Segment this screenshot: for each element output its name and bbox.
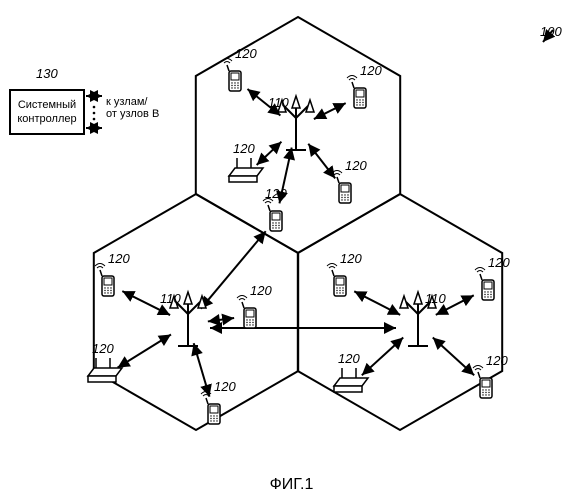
link-arrow [308,144,335,179]
phone-icon [222,59,241,92]
link-arrow [118,335,171,368]
controller-box [10,90,84,134]
device-label: 120 [340,251,362,266]
device-label: 120 [265,186,287,201]
ellipsis-dot [93,118,96,121]
link-arrow [354,291,400,315]
device-label: 120 [92,341,114,356]
device-label: 120 [360,63,382,78]
phone-icon [237,296,256,329]
device-label: 120 [214,379,236,394]
device-label: 120 [338,351,360,366]
figure-caption: ФИГ.1 [0,476,583,494]
base-station-label: 110 [268,95,289,110]
device-label: 120 [250,283,272,298]
link-arrow [433,337,474,375]
cell-hexagon [298,194,502,430]
device-label: 120 [233,141,255,156]
phone-icon [475,268,494,301]
router-icon [334,368,368,392]
link-arrow [194,343,210,396]
controller-label: 130 [36,66,58,81]
ellipsis-dot [93,106,96,109]
link-arrow [362,337,403,375]
cell-hexagon [94,194,298,430]
controller-text: Системный [18,99,76,111]
device-label: 120 [108,251,130,266]
link-arrow [314,103,346,119]
phone-icon [332,171,351,204]
phone-icon [473,366,492,399]
phone-icon [263,199,282,232]
cell-hexagon [196,17,400,253]
base-station-label: 110 [160,291,181,306]
link-arrow [208,318,234,321]
device-label: 120 [486,353,508,368]
device-label: 120 [488,255,510,270]
base-station-label: 110 [425,291,446,306]
phone-icon [347,76,366,109]
router-icon [229,158,263,182]
link-arrow [257,142,282,165]
controller-side-text: к узлам/ [106,96,148,108]
phone-icon [95,264,114,297]
phone-icon [327,264,346,297]
controller-side-text: от узлов В [106,108,159,120]
device-label: 120 [345,158,367,173]
ellipsis-dot [93,112,96,115]
network-diagram: 110 110 110 120 120 120 120 120 120 120 120 120 120 1… [0,0,583,480]
phone-icon [201,392,220,425]
controller-text: контроллер [17,113,76,125]
device-label: 120 [235,46,257,61]
